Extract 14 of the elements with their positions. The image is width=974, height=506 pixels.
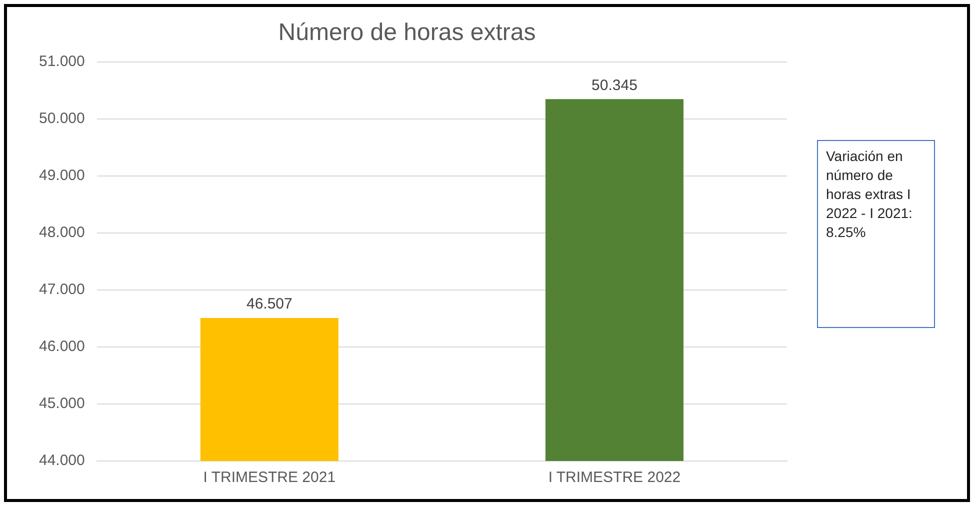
text: Variación en número de horas extras I 2022 - I 2021: 8.25% bbox=[817, 140, 935, 328]
y-tick-label: 51.000 bbox=[38, 52, 85, 70]
y-tick-label: 49.000 bbox=[38, 167, 85, 184]
y-tick-label: 47.000 bbox=[38, 281, 85, 298]
y-tick-label: 44.000 bbox=[38, 452, 85, 470]
data-label: 46.507 bbox=[246, 296, 292, 313]
y-tick-label: 45.000 bbox=[38, 395, 85, 412]
y-tick-label: 46.000 bbox=[38, 338, 85, 356]
x-tick-label: I TRIMESTRE 2022 bbox=[548, 469, 681, 486]
chart-title: Número de horas extras bbox=[278, 19, 536, 46]
x-tick-label: I TRIMESTRE 2021 bbox=[203, 469, 336, 486]
data-label: 50.345 bbox=[592, 76, 638, 94]
y-tick-label: 50.000 bbox=[38, 110, 85, 127]
y-tick-label: 48.000 bbox=[38, 224, 85, 242]
